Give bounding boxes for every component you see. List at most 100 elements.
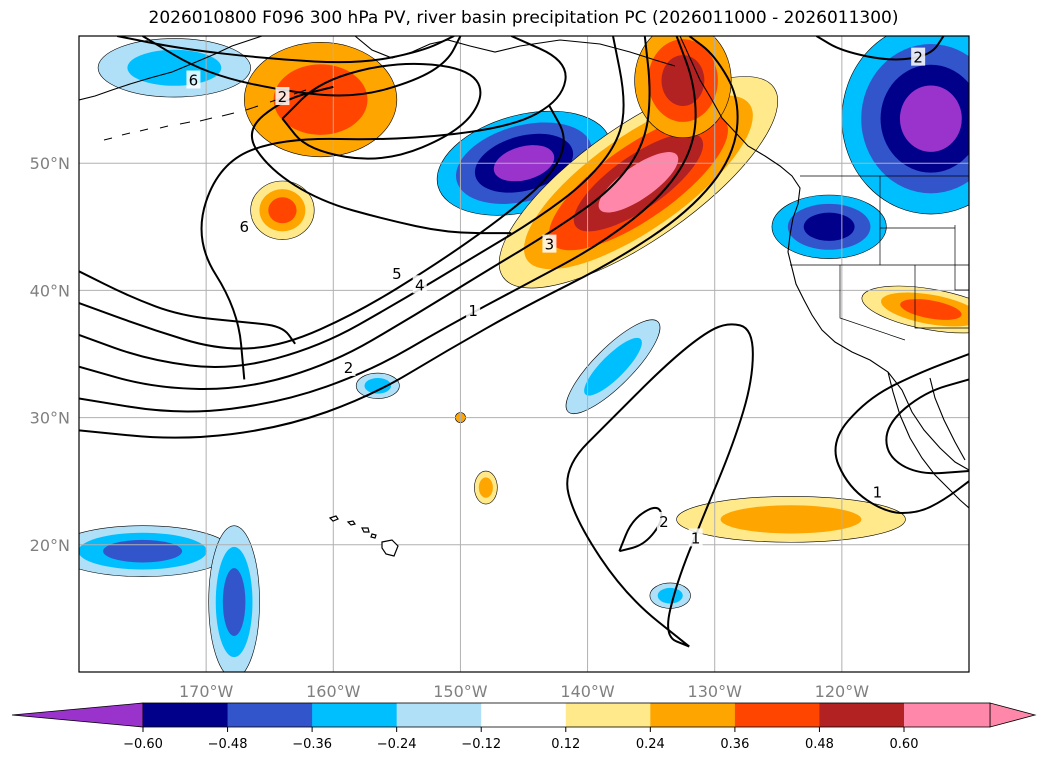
pv-contour-labels: 6 2 6 54 3 1 2 2 1 2 1	[186, 47, 926, 547]
lon-tick-label: 170°W	[179, 682, 234, 701]
pv-contour-3	[79, 36, 625, 368]
baja-california	[887, 371, 969, 509]
precip-anomaly-7	[861, 285, 969, 334]
contour-label-bg	[341, 357, 356, 376]
contour-label: 1	[873, 484, 883, 502]
pv-contour-6	[200, 36, 567, 380]
colorbar-bin-0	[143, 703, 229, 727]
plot-frame	[78, 35, 970, 673]
precip-anomaly-12	[355, 372, 400, 399]
axis-tick-labels: 170°W 160°W 150°W 140°W 130°W 120°W 50°N 40°N 30…	[30, 154, 870, 701]
lon-tick-label: 130°W	[688, 682, 743, 701]
contour-label-bg	[275, 87, 290, 106]
colorbar-bin-2	[312, 703, 398, 727]
precip-anomaly-15	[208, 525, 260, 672]
pv-contour-5	[79, 270, 296, 345]
precip-anomaly-9	[565, 319, 661, 414]
precip-anomaly-14	[79, 525, 232, 577]
contour-label-bg	[237, 216, 252, 235]
pv-contour-10	[250, 85, 512, 235]
lon-tick-label: 150°W	[433, 682, 488, 701]
precip-level-13-1	[657, 587, 683, 604]
pv-contour-layer	[79, 36, 969, 648]
gridlines	[79, 36, 969, 672]
contour-label-bg	[911, 47, 926, 66]
contour-label: 3	[545, 236, 555, 254]
colorbar-bin-7	[734, 703, 820, 727]
pv-contour-8	[116, 36, 455, 64]
precip-level-4-2	[268, 197, 297, 224]
colorbar-over-arrow	[989, 702, 1037, 728]
colorbar-tick-label: 0.60	[890, 737, 919, 752]
precip-level-15-2	[222, 568, 246, 636]
precip-level-12-1	[364, 377, 392, 394]
contour-label: 2	[278, 88, 288, 106]
contour-label-bg	[656, 511, 671, 530]
pv-contour-13	[834, 353, 969, 515]
pv-contour-0	[79, 36, 739, 439]
contour-label: 1	[691, 529, 701, 547]
contour-label: 2	[659, 513, 669, 531]
precip-level-6-2	[803, 212, 855, 241]
colorbar-tick-label: 0.36	[720, 737, 749, 752]
precip-level-5-3	[899, 85, 962, 152]
precip-anomaly-13	[649, 582, 691, 609]
precip-level-7-2	[900, 299, 962, 320]
contour-label-bg	[389, 263, 404, 282]
contour-label-bg	[688, 528, 703, 547]
contour-label: 6	[240, 218, 250, 236]
alaska-coastline	[79, 36, 263, 101]
state-borders	[790, 176, 969, 341]
contour-label: 4	[415, 276, 425, 294]
contour-label-bg	[542, 234, 557, 253]
contour-label-bg	[186, 70, 201, 89]
precip-level-10-1	[720, 505, 862, 534]
pv-contour-9	[281, 62, 482, 160]
colorbar-tick-label: 0.24	[636, 737, 665, 752]
precip-level-9-1	[584, 337, 642, 396]
colorbar-tick-label: −0.36	[292, 737, 332, 752]
contour-label: 6	[189, 72, 199, 90]
precip-level-0-1	[273, 64, 368, 135]
pv-contour-4	[79, 105, 565, 350]
lat-tick-label: 20°N	[30, 536, 70, 555]
colorbar-under-arrow	[11, 702, 144, 728]
pv-contour-12	[618, 506, 663, 553]
colorbar: −0.60 −0.48 −0.36 −0.24 −0.12 0.12 0.24 0.36 0.4…	[11, 702, 1037, 752]
colorbar-bin-8	[819, 703, 905, 727]
colorbar-bin-top	[904, 703, 990, 727]
precip-anomaly-5	[841, 36, 969, 215]
colorbar-bin-4	[481, 703, 567, 727]
pv-contour-14	[885, 378, 969, 475]
contour-label-bg	[870, 482, 885, 501]
colorbar-frame	[142, 702, 991, 728]
lon-tick-label: 120°W	[815, 682, 870, 701]
colorbar-tick-label: −0.48	[208, 737, 248, 752]
precip-anomaly-10	[676, 496, 906, 543]
precip-anomaly-6	[771, 194, 887, 259]
hawaii-islands	[328, 515, 399, 557]
precip-anomaly-11	[474, 470, 498, 505]
contour-label: 5	[392, 265, 402, 283]
contour-label: 2	[344, 359, 354, 377]
colorbar-tick-label: −0.12	[461, 737, 501, 752]
map-title: 2026010800 F096 300 hPa PV, river basin …	[148, 8, 899, 28]
precip-anomaly-4	[250, 180, 315, 240]
lat-tick-label: 50°N	[30, 154, 70, 173]
lon-tick-label: 140°W	[560, 682, 615, 701]
precip-level-14-2	[103, 539, 183, 563]
precip-level-2-4	[598, 152, 679, 213]
pv-contour-1	[79, 36, 697, 413]
colorbar-bin-5	[565, 703, 651, 727]
precip-level-11-1	[478, 477, 493, 498]
lon-tick-label: 160°W	[306, 682, 361, 701]
contour-label: 2	[913, 49, 923, 67]
colorbar-tick-label: 0.12	[551, 737, 580, 752]
colorbar-tick-label: −0.24	[377, 737, 417, 752]
pv-contour-2	[79, 36, 651, 390]
colorbar-tick-label: −0.60	[123, 737, 163, 752]
lat-tick-label: 30°N	[30, 409, 70, 428]
lat-tick-label: 40°N	[30, 281, 70, 300]
contour-label-bg	[412, 275, 427, 294]
pv-contour-7	[142, 36, 462, 97]
